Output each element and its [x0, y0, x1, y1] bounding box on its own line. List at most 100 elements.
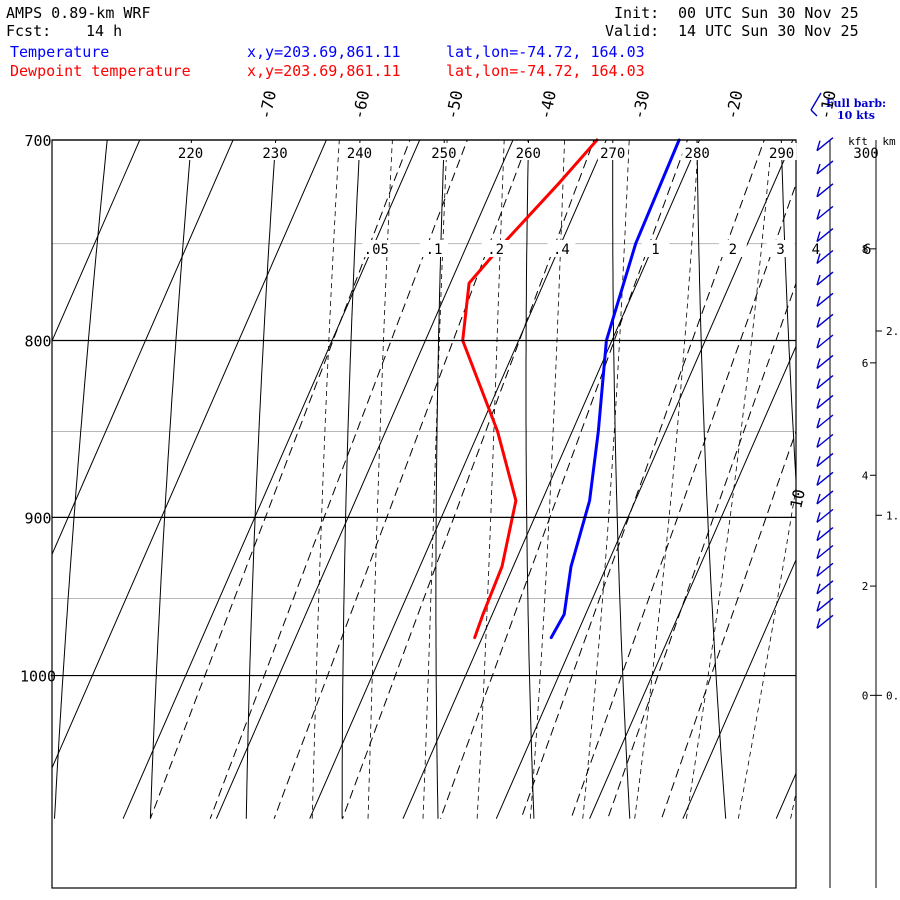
mixing-ratio-label-bg: [481, 240, 510, 257]
fcst-value: 14 h: [86, 22, 123, 40]
isotherm-line: [0, 0, 100, 819]
dewpoint-trace: [461, 138, 599, 640]
mixing-ratio-line: [209, 140, 468, 819]
dry-adiabat-label: 290: [769, 146, 794, 162]
dry-adiabat-label-bg: [766, 143, 797, 160]
height-km-label: 1.: [886, 509, 899, 522]
valid-label: Valid:: [605, 22, 660, 40]
moist-adiabat-line: [311, 140, 340, 819]
isotherm-line: [0, 0, 193, 819]
wind-barb: [816, 394, 834, 409]
wind-barb-feather: [816, 548, 821, 559]
wind-barb-feather: [816, 456, 821, 467]
mixing-ratio-label-bg: [801, 240, 830, 257]
mixing-ratio-label: .05: [364, 242, 389, 258]
mixing-ratio-label-bg: [718, 240, 747, 257]
init-value: 00 UTC Sun 30 Nov 25: [678, 4, 859, 22]
isotherm-label: -50: [442, 89, 467, 121]
dry-adiabat-line: [54, 140, 108, 819]
wind-barb-feather: [816, 475, 821, 486]
wind-barb-feather: [816, 337, 821, 349]
wind-barb-feather: [816, 317, 821, 328]
valid-value: 14 UTC Sun 30 Nov 25: [678, 22, 859, 40]
mixing-ratio-line: [520, 140, 765, 819]
dry-adiabat-line: [341, 140, 361, 819]
mixing-ratio-label: .1: [426, 242, 443, 258]
legend-temperature-name: Temperature: [10, 43, 110, 61]
isotherm-label: -60: [349, 89, 374, 121]
wind-barb: [816, 544, 834, 560]
height-km-label: 2.: [886, 325, 899, 338]
isotherm-line: [682, 558, 796, 819]
dry-adiabat-line: [696, 140, 727, 819]
dry-adiabat-label: 280: [685, 146, 710, 162]
wind-barb: [816, 614, 834, 629]
wind-barb: [816, 433, 834, 448]
height-kft-label: 8: [862, 243, 869, 256]
wind-barb-feather: [816, 600, 821, 612]
sounding-profiles: [461, 138, 681, 640]
barb-key-line1: Full barb:: [825, 97, 887, 110]
isotherm-line: [495, 140, 794, 819]
wind-barb: [816, 249, 834, 265]
dry-adiabat-label-bg: [682, 143, 713, 160]
dry-adiabat-label: 300: [853, 146, 878, 162]
dry-adiabat-line: [245, 140, 277, 819]
pressure-tick-label: 1000: [20, 668, 56, 686]
wind-barb: [816, 471, 834, 486]
pressure-tick-label: 700: [24, 132, 51, 150]
mixing-ratio-label-bg: [420, 240, 449, 257]
mixing-ratio-line: [570, 182, 796, 819]
wind-barb-feather: [816, 163, 821, 175]
wind-barb-feather: [816, 566, 821, 577]
moist-adiabat-line: [422, 140, 448, 819]
wind-barb: [816, 597, 834, 612]
legend-temperature-xy: x,y=203.69,861.11: [247, 43, 401, 61]
wind-barb-feather: [816, 296, 821, 307]
isotherm-label: -30: [629, 89, 654, 121]
wind-barb: [816, 160, 834, 175]
mixing-ratio-label-bg: [547, 240, 576, 257]
dry-adiabat-line: [780, 140, 796, 489]
wind-barb: [816, 527, 834, 542]
wind-barb: [816, 452, 834, 468]
wind-barb-column: [810, 92, 834, 888]
legend-dewpoint-xy: x,y=203.69,861.11: [247, 62, 401, 80]
wind-barb: [816, 137, 834, 152]
dry-adiabat-label-bg: [597, 143, 628, 160]
wind-barb: [816, 562, 834, 577]
wind-barb-feather: [816, 493, 821, 505]
wind-barb-feather: [816, 530, 821, 541]
wind-barb-feather: [816, 378, 821, 389]
wind-barb: [816, 414, 834, 429]
mixing-ratio-label-bg: [641, 240, 670, 257]
height-unit-kft: kft: [848, 135, 868, 148]
wind-barb: [816, 580, 834, 595]
isotherm-label: -70: [255, 89, 280, 121]
wind-barb: [816, 508, 834, 523]
isotherm-line: [589, 345, 796, 819]
dry-adiabat-label: 240: [347, 146, 372, 162]
plot-border: [51, 139, 797, 889]
isotherm-line: [52, 140, 141, 343]
mixing-ratio-label-bg: [766, 240, 795, 257]
mixing-ratio-label: 3: [776, 242, 784, 258]
isotherm-line: [0, 0, 6, 819]
fcst-label: Fcst:: [6, 22, 52, 40]
wind-barb-feather: [816, 140, 821, 151]
isotherm-label: -40: [535, 89, 560, 121]
wind-barb-feather: [816, 583, 821, 595]
wind-barb: [816, 313, 834, 328]
wind-barb: [816, 490, 834, 505]
isotherm-line: [122, 140, 421, 819]
dry-adiabat-label-bg: [344, 143, 375, 160]
axis-labels: 7008009001000-70-60-50-40-30-20-10010220…: [20, 89, 882, 686]
dry-adiabat-line: [0, 0, 65, 819]
wind-barb: [816, 183, 834, 198]
model-title: AMPS 0.89-km WRF: [6, 4, 151, 22]
dry-adiabat-line: [525, 140, 535, 819]
wind-barb: [816, 271, 834, 286]
wind-barb: [816, 374, 834, 390]
legend-dewpoint-latlon: lat,lon=-74.72, 164.03: [446, 62, 645, 80]
